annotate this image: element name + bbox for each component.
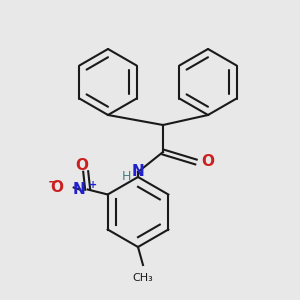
Text: −: − (47, 176, 58, 189)
Text: O: O (75, 158, 88, 173)
Text: O: O (201, 154, 214, 169)
Text: N: N (132, 164, 144, 179)
Text: CH₃: CH₃ (133, 273, 153, 283)
Text: N: N (73, 182, 86, 197)
Text: +: + (89, 179, 97, 190)
Text: H: H (121, 169, 131, 182)
Text: O: O (51, 180, 64, 195)
